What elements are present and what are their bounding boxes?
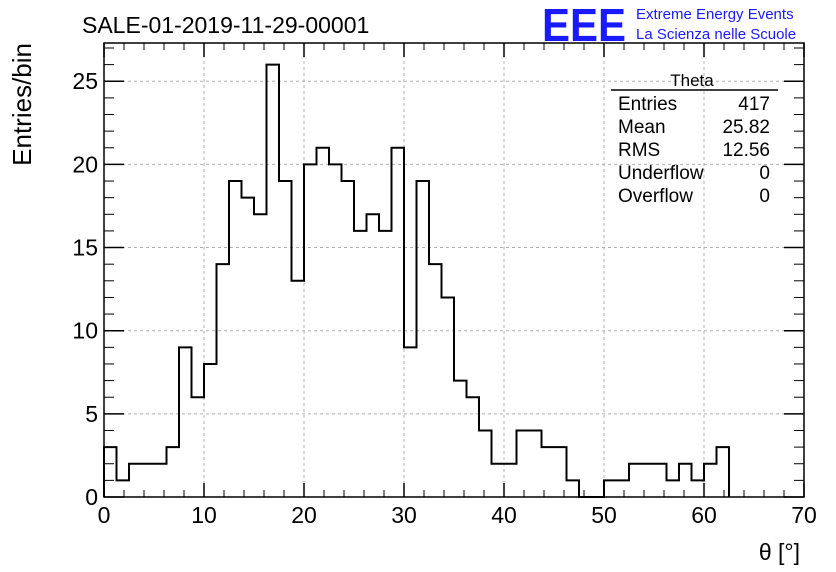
stats-row-value: 417 [738, 94, 770, 115]
stats-row-value: 25.82 [722, 117, 770, 138]
stats-row-label: Entries [618, 94, 677, 115]
x-tick-label: 20 [291, 502, 317, 528]
stats-row-value: 12.56 [722, 140, 770, 161]
axis-ticks [103, 43, 805, 498]
axis-tick-labels: 0 10 20 30 40 50 60 70 0 5 10 15 20 25 [72, 68, 816, 528]
x-tick-label: 10 [191, 502, 217, 528]
y-tick-label: 5 [85, 401, 98, 427]
stats-row-label: RMS [618, 140, 660, 161]
chart-title: SALE-01-2019-11-29-00001 [82, 12, 369, 38]
y-tick-label: 0 [85, 484, 98, 510]
stats-row-label: Overflow [618, 186, 693, 207]
y-tick-label: 20 [72, 151, 98, 177]
x-tick-label: 0 [98, 502, 111, 528]
logo-line1: Extreme Energy Events [636, 6, 794, 23]
stats-row-value: 0 [759, 186, 770, 207]
y-tick-label: 25 [72, 68, 98, 94]
y-tick-label: 10 [72, 318, 98, 344]
grid-lines [104, 43, 804, 497]
x-tick-label: 30 [391, 502, 417, 528]
x-tick-label: 70 [791, 502, 817, 528]
stats-row-label: Underflow [618, 163, 704, 184]
histogram-outline [103, 63, 730, 498]
stats-row-label: Mean [618, 117, 666, 138]
y-tick-label: 15 [72, 235, 98, 261]
stats-box: Theta Entries 417 Mean 25.82 RMS 12.56 Underfl… [611, 71, 778, 207]
stats-row-value: 0 [759, 163, 770, 184]
x-tick-label: 50 [591, 502, 617, 528]
plot-frame [103, 42, 805, 498]
x-tick-label: 60 [691, 502, 717, 528]
stats-rows: Entries 417 Mean 25.82 RMS 12.56 Underflow 0 Ove… [618, 94, 770, 207]
x-tick-label: 40 [491, 502, 517, 528]
logo-line2: La Scienza nelle Scuole [636, 26, 796, 43]
x-axis-label: θ [°] [759, 539, 800, 565]
stats-title: Theta [670, 71, 714, 90]
eee-logo: EEE Extreme Energy Events La Scienza nel… [542, 0, 796, 51]
y-axis-label: Entries/bin [7, 43, 37, 166]
